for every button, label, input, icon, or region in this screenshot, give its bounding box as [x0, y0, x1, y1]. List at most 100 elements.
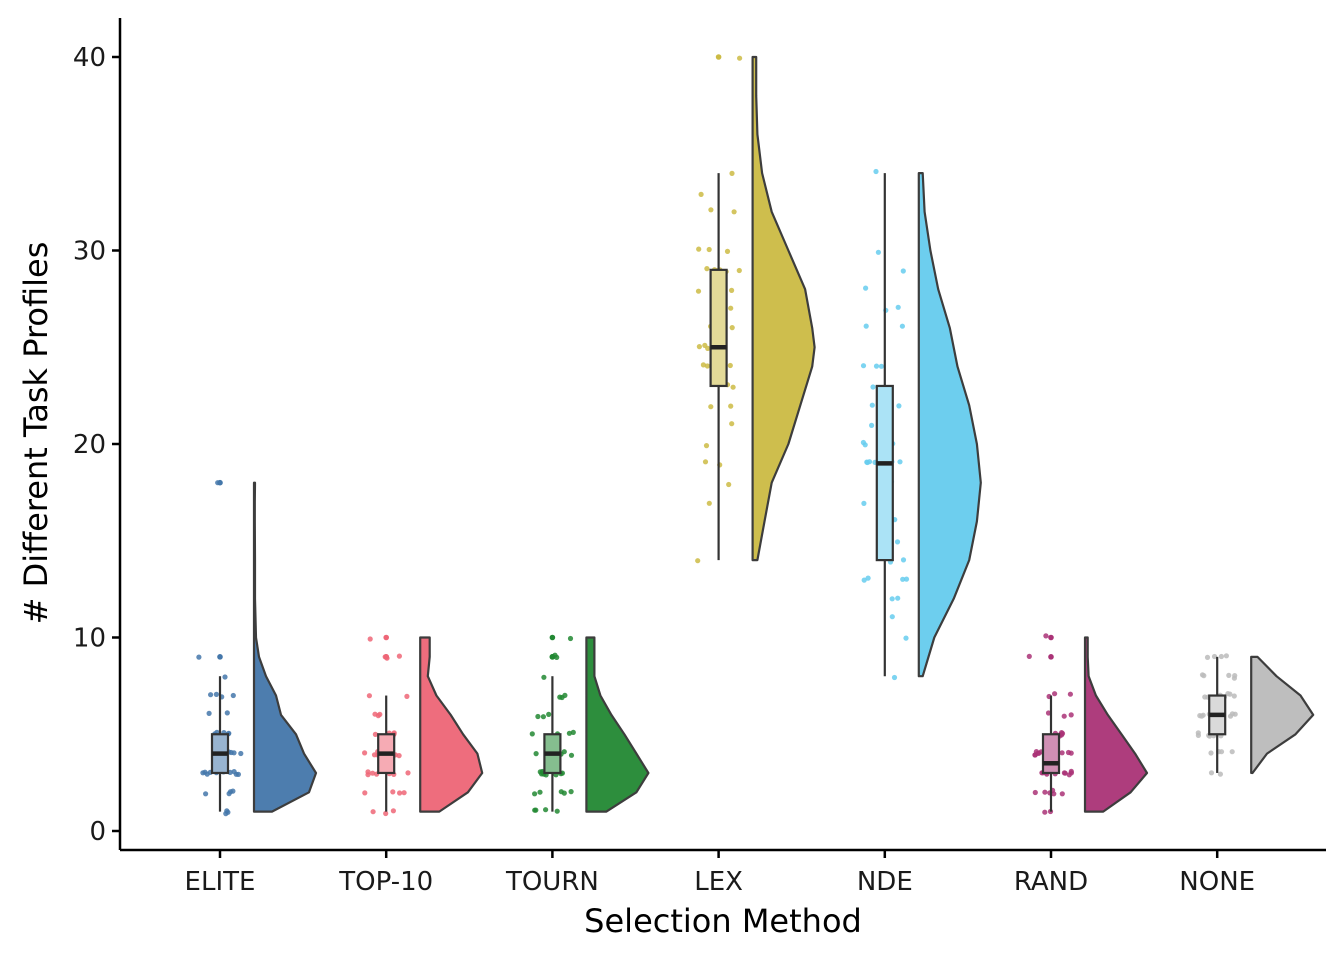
y-axis-title: # Different Task Profiles [17, 242, 55, 625]
points-none [1195, 653, 1238, 777]
violin-elite [252, 481, 318, 813]
data-point [1067, 691, 1073, 697]
outlier-point [383, 654, 390, 660]
data-point [696, 344, 703, 350]
data-point [728, 403, 734, 409]
data-point [873, 168, 879, 175]
data-point [1223, 653, 1229, 659]
data-point [396, 653, 402, 659]
outlier-point [549, 654, 556, 660]
data-point [695, 288, 702, 294]
data-point [708, 404, 714, 410]
data-point [731, 209, 737, 215]
data-point [894, 539, 901, 545]
data-point [1197, 713, 1203, 719]
data-point [222, 674, 228, 680]
y-tick-label: 30 [73, 237, 106, 267]
data-point [543, 807, 549, 813]
data-point [224, 710, 230, 716]
data-point [566, 730, 573, 736]
data-point [362, 750, 368, 756]
series-elite [196, 479, 318, 817]
data-point [704, 363, 711, 369]
data-point [730, 384, 736, 390]
data-point [899, 323, 906, 329]
data-point [729, 421, 735, 427]
data-point [1042, 789, 1048, 795]
data-point [903, 576, 910, 582]
series-nde [860, 168, 982, 681]
data-point [861, 500, 867, 506]
data-point [1068, 768, 1074, 775]
data-point [873, 363, 880, 369]
y-tick-label: 10 [73, 624, 106, 654]
data-point [362, 790, 368, 796]
data-point [532, 791, 538, 797]
data-point [1218, 653, 1224, 660]
data-point [900, 557, 907, 563]
data-point [1059, 791, 1065, 797]
data-point [533, 807, 539, 813]
data-point [1045, 710, 1052, 716]
series-rand [1026, 633, 1149, 815]
data-point [737, 55, 743, 61]
data-point [696, 246, 702, 252]
violin-lex [751, 55, 816, 562]
data-point [540, 714, 547, 720]
data-point [703, 443, 710, 449]
data-point [729, 325, 735, 331]
data-point [1059, 750, 1065, 756]
data-point [726, 481, 732, 488]
data-point [533, 751, 539, 757]
data-point [1061, 713, 1067, 719]
data-point [1217, 771, 1223, 777]
data-point [231, 750, 237, 756]
data-point [729, 170, 735, 176]
plot-area [196, 54, 1315, 817]
axis-ticks: ELITE TOP-10 TOURN LEX NDE RAND NONE 0 10 20 30 40 [73, 43, 1255, 897]
data-point [1052, 691, 1058, 697]
x-axis-title: Selection Method [584, 902, 862, 940]
data-point [729, 287, 735, 293]
data-point [372, 711, 378, 717]
data-point [213, 691, 219, 698]
data-point [895, 595, 901, 601]
data-point [1059, 730, 1065, 736]
box-nde [875, 384, 894, 562]
data-point [1208, 750, 1214, 756]
data-point [405, 770, 411, 776]
data-point [878, 363, 885, 369]
data-point [404, 693, 410, 700]
data-point [891, 674, 898, 681]
data-point [889, 596, 895, 602]
violin-top-10 [419, 636, 484, 813]
data-point [535, 713, 541, 720]
series-top-10 [362, 634, 484, 817]
data-point [567, 635, 574, 642]
data-point [1043, 633, 1049, 639]
data-point [568, 789, 574, 795]
x-tick-label: TOURN [505, 867, 599, 897]
x-tick-label: NDE [857, 867, 913, 897]
data-point [728, 305, 734, 311]
data-point [706, 246, 712, 253]
violin-none [1250, 655, 1315, 775]
data-point [231, 769, 237, 775]
data-point [1204, 654, 1211, 661]
data-point [861, 577, 867, 583]
data-point [206, 710, 212, 717]
series-tourn [529, 634, 650, 814]
data-point [390, 808, 396, 814]
data-point [700, 362, 707, 368]
data-point [724, 248, 731, 254]
data-point [1068, 712, 1074, 718]
data-point [537, 789, 543, 795]
data-point [860, 363, 867, 369]
box-lex [709, 268, 728, 388]
data-point [708, 207, 714, 213]
data-point [235, 771, 241, 778]
data-point [702, 459, 709, 465]
data-point [390, 789, 396, 795]
data-point [869, 422, 875, 428]
data-point [562, 692, 568, 699]
